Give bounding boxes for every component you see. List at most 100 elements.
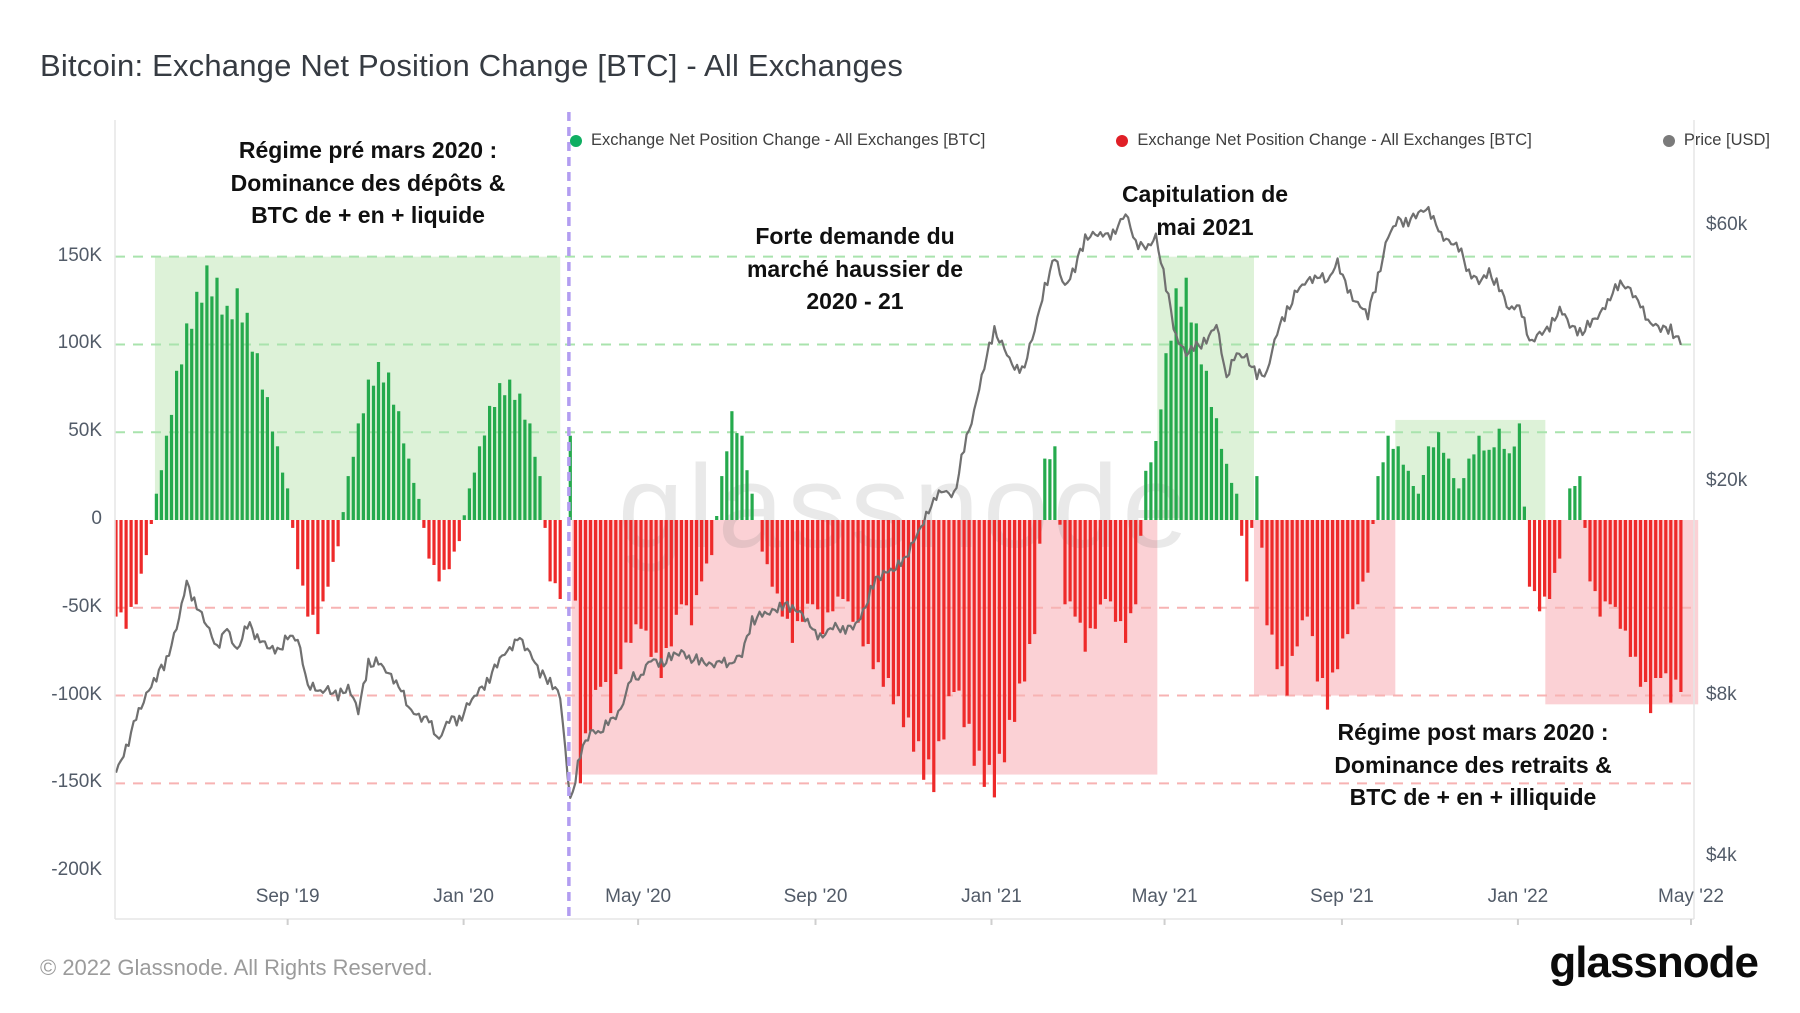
outflow-bar (1083, 520, 1087, 652)
outflow-bar (119, 520, 123, 613)
outflow-bar (1245, 520, 1249, 582)
inflow-bar (1512, 446, 1516, 520)
inflow-bar (341, 512, 345, 520)
inflow-bar (720, 476, 724, 520)
y-axis-label-100K: 100K (57, 332, 102, 354)
y-axis-label--200K: -200K (51, 859, 102, 881)
outflow-bar (609, 520, 613, 714)
legend-label: Exchange Net Position Change - All Excha… (1137, 131, 1532, 149)
legend-item-price[interactable]: Price [USD] (1662, 131, 1770, 150)
outflow-bar (785, 520, 789, 619)
outflow-bar (1608, 520, 1612, 605)
outflow-bar (614, 520, 618, 675)
outflow-bar (841, 520, 845, 599)
outflow-bar (432, 520, 436, 565)
outflow-bar (906, 520, 911, 718)
inflow-bar (190, 328, 194, 520)
inflow-bar (154, 493, 158, 520)
inflow-bar (245, 312, 249, 520)
inflow-bar (1225, 463, 1229, 520)
outflow-bar (972, 520, 976, 766)
outflow-bar (629, 520, 633, 643)
outflow-bar (296, 520, 300, 570)
inflow-bar (1376, 476, 1380, 520)
outflow-bar (588, 520, 593, 731)
outflow-bar (1538, 520, 1542, 612)
inflow-bar (230, 319, 234, 520)
outflow-bar (967, 520, 971, 724)
outflow-bar (129, 520, 133, 607)
legend-item-outflow[interactable]: Exchange Net Position Change - All Excha… (1116, 131, 1532, 150)
outflow-bar (1098, 520, 1102, 605)
outflow-bar (1113, 520, 1118, 622)
outflow-bar (1325, 520, 1330, 710)
outflow-bar (821, 520, 825, 635)
outflow-bar (982, 520, 986, 787)
outflow-bar (1679, 520, 1683, 692)
outflow-bar (1295, 520, 1299, 647)
outflow-bar (1134, 520, 1138, 605)
outflow-bar (1093, 520, 1097, 629)
inflow-bar (205, 265, 209, 520)
outflow-bar (977, 520, 981, 751)
outflow-bar (1659, 520, 1663, 678)
outflow-bar (917, 520, 921, 742)
inflow-bar (1159, 409, 1163, 520)
gray-dot-icon (1662, 134, 1675, 147)
outflow-bar (664, 520, 668, 648)
outflow-bar (1063, 520, 1067, 605)
inflow-bar (1194, 323, 1198, 520)
outflow-bar (826, 520, 830, 613)
outflow-bar (856, 520, 860, 623)
outflow-bar (684, 520, 688, 606)
outflow-bar (326, 520, 330, 587)
outflow-bar (674, 520, 678, 615)
outflow-bar (1013, 520, 1017, 722)
outflow-bar (548, 520, 552, 582)
y-axis-label--100K: -100K (51, 683, 102, 705)
outflow-bar (1618, 520, 1622, 629)
outflow-bar (1088, 520, 1092, 629)
outflow-bar (1310, 520, 1314, 637)
inflow-bar (1416, 493, 1420, 520)
outflow-bar (114, 520, 118, 617)
outflow-bar (1664, 520, 1668, 674)
inflow-bar (725, 451, 729, 520)
outflow-bar (947, 520, 951, 697)
outflow-bar (311, 520, 315, 615)
inflow-bar (260, 389, 264, 520)
outflow-bar (1033, 520, 1037, 635)
outflow-bar (1315, 520, 1319, 682)
inflow-bar (240, 322, 244, 520)
outflow-bar (1038, 520, 1042, 544)
inflow-bar (1426, 446, 1431, 520)
y-axis-label--50K: -50K (61, 595, 102, 617)
red-dot-icon (1116, 134, 1129, 147)
inflow-bar (1437, 432, 1441, 520)
inflow-bar (1487, 449, 1491, 520)
outflow-bar (912, 520, 916, 752)
legend-item-inflow[interactable]: Exchange Net Position Change - All Excha… (570, 131, 985, 150)
outflow-bar (790, 520, 794, 643)
outflow-bar (1285, 520, 1289, 696)
inflow-bar (1492, 447, 1496, 520)
outflow-bar (952, 520, 956, 692)
outflow-bar (1644, 520, 1648, 682)
inflow-bar (1386, 435, 1390, 520)
price-axis-label-$8k: $8k (1706, 683, 1737, 705)
inflow-bar (1522, 506, 1526, 520)
inflow-bar (477, 446, 482, 520)
outflow-bar (452, 520, 456, 552)
inflow-bar (250, 351, 254, 520)
outflow-bar (760, 520, 764, 552)
outflow-bar (1371, 520, 1375, 524)
outflow-bar (1532, 520, 1537, 592)
outflow-bar (1613, 520, 1617, 607)
inflow-bar (185, 323, 189, 520)
inflow-bar (215, 277, 219, 520)
outflow-bar (1638, 520, 1643, 687)
glassnode-logo[interactable]: glassnode (1549, 938, 1759, 987)
outflow-bar (1290, 520, 1294, 656)
